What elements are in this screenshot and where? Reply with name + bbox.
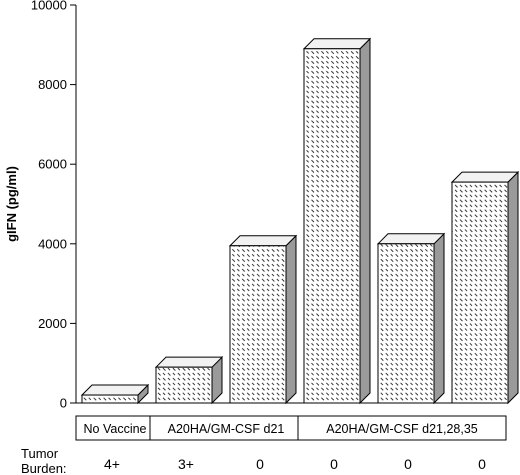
tumor-burden-value: 0 <box>330 456 338 472</box>
bar-front <box>451 181 509 404</box>
y-tick-label: 4000 <box>38 236 67 251</box>
bar <box>154 355 224 405</box>
group-box-frame <box>75 415 155 441</box>
bar-top <box>154 356 224 368</box>
tumor-burden-label-line1: Tumor <box>21 446 59 461</box>
tumor-burden-value: 4+ <box>104 456 120 472</box>
bar <box>80 383 150 405</box>
group-label: A20HA/GM-CSF d21,28,35 <box>326 422 478 436</box>
y-axis-label: gIFN (pg/ml) <box>4 166 19 242</box>
group-label-box: A20HA/GM-CSF d21 <box>149 415 303 441</box>
axes: 0 2000 4000 6000 8000 10000 gIFN (pg/ml) <box>4 0 502 411</box>
y-tick-label: 0 <box>60 396 67 411</box>
bar <box>376 232 446 405</box>
tumor-burden-value: 3+ <box>178 456 194 472</box>
y-tick-label: 10000 <box>31 0 67 13</box>
bar-side <box>359 37 371 405</box>
bar-front <box>377 243 435 404</box>
bar-front <box>229 245 287 404</box>
bar-top <box>228 235 298 247</box>
bar-top <box>302 38 372 50</box>
bar-side <box>285 234 297 405</box>
group-labels: No Vaccine A20HA/GM-CSF d21 A20HA/GM-CSF d… <box>75 415 507 441</box>
y-tick-label: 8000 <box>38 77 67 92</box>
bar-side <box>433 232 445 405</box>
group-box-frame <box>149 415 303 441</box>
bar-top <box>450 171 520 183</box>
group-box-frame <box>297 415 507 441</box>
tumor-burden-value: 0 <box>256 456 264 472</box>
bar-front <box>155 366 213 404</box>
bar-side <box>507 170 519 405</box>
bar-top <box>80 384 150 396</box>
y-tick-label: 6000 <box>38 157 67 172</box>
bar-top <box>376 233 446 245</box>
group-label: No Vaccine <box>84 422 147 436</box>
bar-front <box>81 394 139 404</box>
group-label-box: A20HA/GM-CSF d21,28,35 <box>297 415 507 441</box>
tumor-burden-value: 0 <box>404 456 412 472</box>
tumor-burden-label-line2: Burden: <box>21 461 67 475</box>
bar <box>302 37 372 405</box>
bar-front <box>303 48 361 404</box>
group-label: A20HA/GM-CSF d21 <box>168 422 285 436</box>
tumor-burden-value: 0 <box>478 456 486 472</box>
bar <box>450 170 520 405</box>
bar <box>228 234 298 405</box>
group-label-box: No Vaccine <box>75 415 155 441</box>
y-tick-label: 2000 <box>38 316 67 331</box>
bars <box>80 37 520 405</box>
